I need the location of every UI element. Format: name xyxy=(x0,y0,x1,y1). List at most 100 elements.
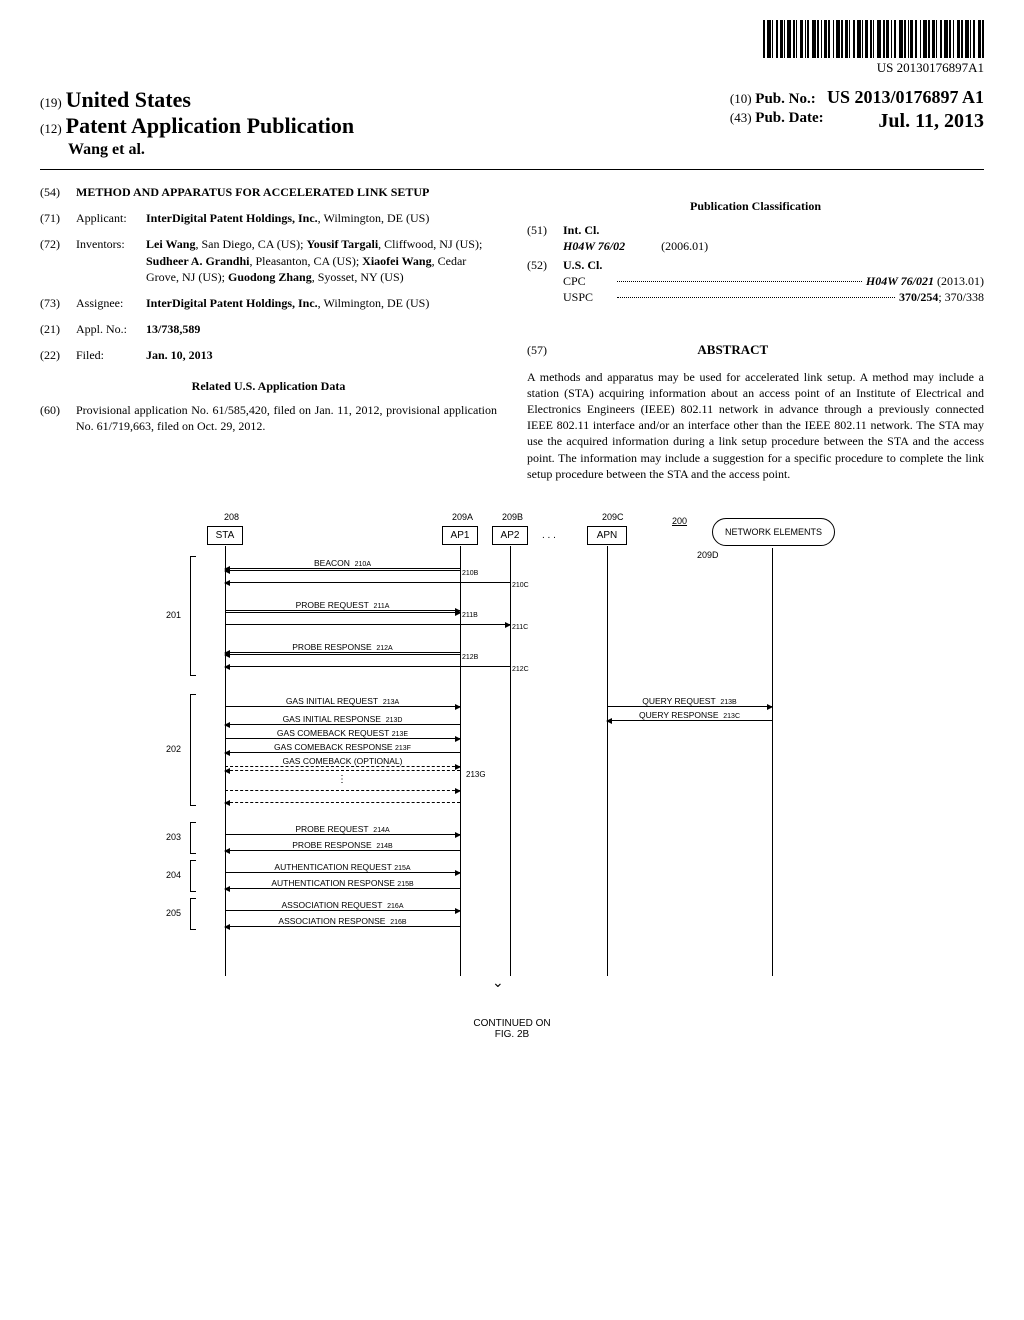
msg-probe-resp-3 xyxy=(225,666,510,667)
code-10: (10) xyxy=(730,91,752,106)
msg-gas-cb-opt-3 xyxy=(225,790,460,791)
msg-auth-resp: AUTHENTICATION RESPONSE 215B xyxy=(225,878,460,889)
ref-209a: 209A xyxy=(452,512,473,522)
ref-210c: 210C xyxy=(512,582,529,589)
applno: 13/738,589 xyxy=(146,321,497,337)
pub-date-label: Pub. Date: xyxy=(755,110,823,126)
msg-probe-resp-2 xyxy=(225,654,460,655)
code-57: (57) xyxy=(527,343,547,357)
related-title: Related U.S. Application Data xyxy=(40,378,497,394)
msg-gas-init-resp: GAS INITIAL RESPONSE 213D xyxy=(225,714,460,725)
ref-209b: 209B xyxy=(502,512,523,522)
lifeline-net xyxy=(772,548,773,976)
uspc-label: USPC xyxy=(563,289,613,305)
publication-type: Patent Application Publication xyxy=(66,113,354,138)
msg-beacon-2 xyxy=(225,570,460,571)
provisional-text: Provisional application No. 61/585,420, … xyxy=(76,402,497,434)
msg-query-resp: QUERY RESPONSE 213C xyxy=(607,710,772,721)
bracket-205 xyxy=(190,898,196,930)
continued-label: CONTINUED ON xyxy=(40,1018,984,1029)
assignee-name: InterDigital Patent Holdings, Inc. xyxy=(146,296,318,310)
barcode: US 20130176897A1 xyxy=(763,20,984,76)
phase-201: 201 xyxy=(166,610,181,620)
phase-205: 205 xyxy=(166,908,181,918)
msg-auth-req: AUTHENTICATION REQUEST 215A xyxy=(225,862,460,873)
filed-label: Filed: xyxy=(76,347,146,363)
header: US 20130176897A1 xyxy=(40,20,984,77)
code-43: (43) xyxy=(730,110,752,125)
figure-label: FIG. 2B xyxy=(40,1029,984,1040)
code-12: (12) xyxy=(40,121,62,136)
abstract-text: A methods and apparatus may be used for … xyxy=(527,369,984,482)
msg-probe-req-2 xyxy=(225,612,460,613)
code-73: (73) xyxy=(40,295,76,311)
separator xyxy=(40,169,984,170)
uspc-code: 370/254 xyxy=(899,290,938,304)
node-dots: . . . xyxy=(542,530,556,541)
code-72: (72) xyxy=(40,236,76,285)
left-column: (54) METHOD AND APPARATUS FOR ACCELERATE… xyxy=(40,184,497,482)
cpc-code: H04W 76/021 xyxy=(866,274,934,288)
node-apn: APN xyxy=(587,526,627,545)
node-ap2: AP2 xyxy=(492,526,528,545)
classification-title: Publication Classification xyxy=(527,198,984,214)
msg-gas-cb-resp: GAS COMEBACK RESPONSE 213F xyxy=(225,742,460,753)
intcl-label: Int. Cl. xyxy=(563,222,984,238)
pub-no: US 2013/0176897 A1 xyxy=(827,87,984,107)
applno-label: Appl. No.: xyxy=(76,321,146,337)
phase-203: 203 xyxy=(166,832,181,842)
code-19: (19) xyxy=(40,95,62,110)
msg-probe-resp: PROBE RESPONSE 212A xyxy=(225,642,460,653)
title-block: (19) United States (12) Patent Applicati… xyxy=(40,87,984,159)
ref-211b: 211B xyxy=(462,612,478,619)
phase-202: 202 xyxy=(166,744,181,754)
node-network: NETWORK ELEMENTS xyxy=(712,518,835,546)
body-columns: (54) METHOD AND APPARATUS FOR ACCELERATE… xyxy=(40,184,984,482)
code-51: (51) xyxy=(527,222,563,254)
intcl-code: H04W 76/02 xyxy=(563,239,625,253)
cpc-label: CPC xyxy=(563,273,613,289)
code-52: (52) xyxy=(527,257,563,306)
uscl-label: U.S. Cl. xyxy=(563,257,984,273)
lifeline-apn xyxy=(607,546,608,976)
applicant-loc: Wilmington, DE (US) xyxy=(323,211,429,225)
ref-208: 208 xyxy=(224,512,239,522)
continuation-chevron-icon: ⌄ xyxy=(492,974,504,991)
pub-date: Jul. 11, 2013 xyxy=(878,110,984,133)
msg-probe-resp2: PROBE RESPONSE 214B xyxy=(225,840,460,851)
ref-210b: 210B xyxy=(462,570,478,577)
bracket-203 xyxy=(190,822,196,854)
bracket-202 xyxy=(190,694,196,806)
code-54: (54) xyxy=(40,184,76,200)
inventors-label: Inventors: xyxy=(76,236,146,285)
intcl-year: (2006.01) xyxy=(661,239,708,253)
msg-gas-cb-opt-2 xyxy=(225,770,460,771)
msg-probe-req: PROBE REQUEST 211A xyxy=(225,600,460,611)
code-60: (60) xyxy=(40,402,76,434)
msg-probe-req-3 xyxy=(225,624,510,625)
msg-assoc-req: ASSOCIATION REQUEST 216A xyxy=(225,900,460,911)
msg-beacon: BEACON 210A xyxy=(225,558,460,569)
authors: Wang et al. xyxy=(68,141,354,159)
code-71: (71) xyxy=(40,210,76,226)
sequence-diagram: 208 STA 209A AP1 209B AP2 . . . 209C APN… xyxy=(152,512,872,1012)
ref-212c: 212C xyxy=(512,666,529,673)
right-column: Publication Classification (51) Int. Cl.… xyxy=(527,184,984,482)
code-22: (22) xyxy=(40,347,76,363)
ref-200: 200 xyxy=(672,516,687,526)
applicant-name: InterDigital Patent Holdings, Inc. xyxy=(146,211,318,225)
ref-209d: 209D xyxy=(697,550,719,560)
ref-212b: 212B xyxy=(462,654,478,661)
msg-beacon-3 xyxy=(225,582,510,583)
applicant-label: Applicant: xyxy=(76,210,146,226)
node-sta: STA xyxy=(207,526,243,545)
bracket-201 xyxy=(190,556,196,676)
invention-title: METHOD AND APPARATUS FOR ACCELERATED LIN… xyxy=(76,184,497,200)
inventors-list: Lei Wang, San Diego, CA (US); Yousif Tar… xyxy=(146,236,497,285)
diagram-area: 208 STA 209A AP1 209B AP2 . . . 209C APN… xyxy=(40,512,984,1040)
ref-211c: 211C xyxy=(512,624,528,631)
msg-query-req: QUERY REQUEST 213B xyxy=(607,696,772,707)
assignee-label: Assignee: xyxy=(76,295,146,311)
bracket-204 xyxy=(190,860,196,892)
msg-assoc-resp: ASSOCIATION RESPONSE 216B xyxy=(225,916,460,927)
